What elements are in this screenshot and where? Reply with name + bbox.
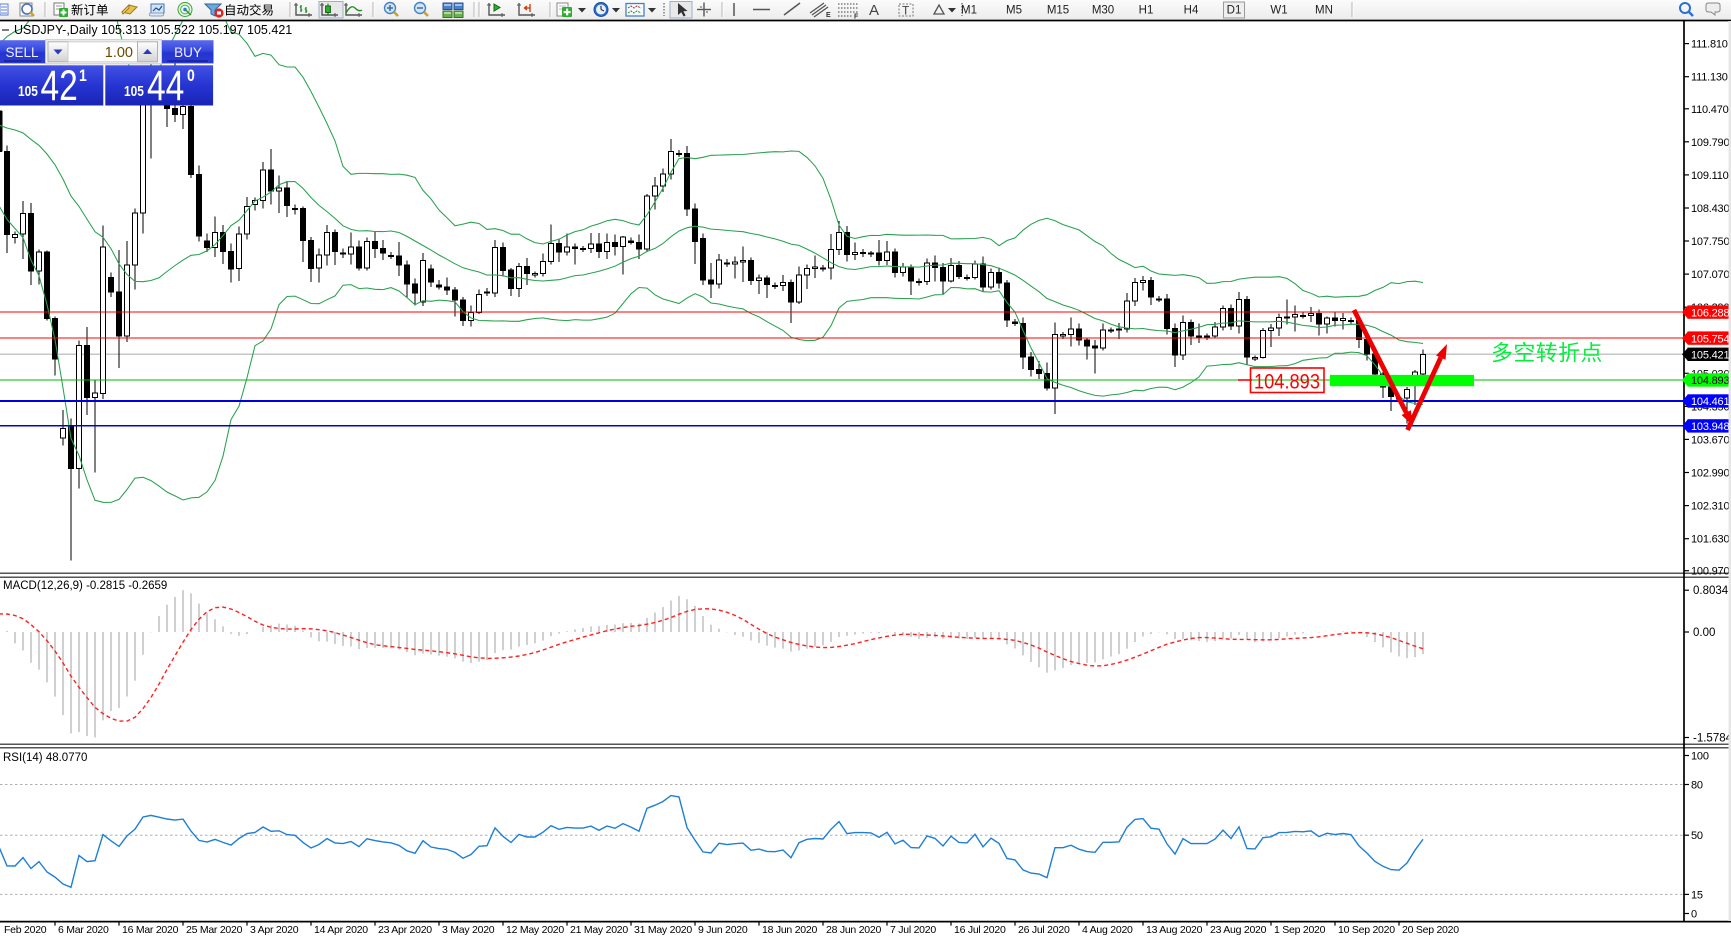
svg-text:104.893: 104.893	[1254, 371, 1320, 394]
svg-text:1.00: 1.00	[105, 45, 133, 61]
svg-text:13 Aug 2020: 13 Aug 2020	[1146, 924, 1203, 936]
svg-text:105: 105	[124, 83, 144, 99]
svg-text:20 Sep 2020: 20 Sep 2020	[1402, 924, 1459, 936]
svg-text:12 May 2020: 12 May 2020	[506, 924, 564, 936]
svg-text:103.948: 103.948	[1691, 421, 1729, 433]
svg-text:4 Aug 2020: 4 Aug 2020	[1082, 924, 1133, 936]
svg-text:SELL: SELL	[5, 45, 39, 60]
svg-text:111.810: 111.810	[1691, 39, 1728, 51]
svg-text:100.970: 100.970	[1691, 566, 1729, 578]
svg-text:110.470: 110.470	[1691, 104, 1729, 116]
svg-text:RSI(14) 48.0770: RSI(14) 48.0770	[3, 752, 87, 764]
svg-text:MACD(12,26,9) -0.2815 -0.2659: MACD(12,26,9) -0.2815 -0.2659	[3, 580, 167, 592]
svg-text:104.893: 104.893	[1691, 375, 1729, 387]
svg-text:1 Sep 2020: 1 Sep 2020	[1274, 924, 1326, 936]
svg-text:28 Jun 2020: 28 Jun 2020	[826, 924, 881, 936]
svg-text:105: 105	[18, 83, 38, 99]
svg-text:15: 15	[1691, 889, 1703, 901]
svg-text:9 Jun 2020: 9 Jun 2020	[698, 924, 748, 936]
svg-text:107.750: 107.750	[1691, 236, 1729, 248]
svg-text:50: 50	[1691, 830, 1703, 842]
svg-text:M15: M15	[1047, 5, 1069, 17]
svg-text:-1.5784: -1.5784	[1693, 733, 1731, 745]
svg-text:M1: M1	[961, 5, 977, 17]
svg-text:102.990: 102.990	[1691, 468, 1729, 480]
svg-text:111.130: 111.130	[1691, 72, 1728, 84]
svg-text:MN: MN	[1315, 5, 1333, 17]
svg-text:D1: D1	[1227, 5, 1242, 17]
svg-text:101.630: 101.630	[1691, 534, 1729, 546]
svg-text:105.754: 105.754	[1691, 333, 1729, 345]
svg-text:BUY: BUY	[174, 45, 202, 60]
svg-text:0: 0	[1691, 909, 1697, 921]
svg-text:80: 80	[1691, 780, 1703, 792]
svg-text:44: 44	[147, 62, 184, 110]
svg-text:26 Jul 2020: 26 Jul 2020	[1018, 924, 1070, 936]
svg-text:0: 0	[187, 67, 195, 85]
svg-text:18 Jun 2020: 18 Jun 2020	[762, 924, 817, 936]
svg-text:104.461: 104.461	[1691, 396, 1729, 408]
svg-text:Feb 2020: Feb 2020	[4, 924, 47, 936]
svg-text:6 Mar 2020: 6 Mar 2020	[58, 924, 109, 936]
svg-text:M30: M30	[1092, 5, 1114, 17]
svg-text:103.670: 103.670	[1691, 434, 1729, 446]
svg-text:23 Apr 2020: 23 Apr 2020	[378, 924, 432, 936]
svg-text:106.288: 106.288	[1691, 307, 1729, 319]
svg-text:102.310: 102.310	[1691, 501, 1729, 513]
svg-text:7 Jul 2020: 7 Jul 2020	[890, 924, 936, 936]
svg-text:0.8034: 0.8034	[1693, 585, 1729, 597]
svg-text:23 Aug 2020: 23 Aug 2020	[1210, 924, 1267, 936]
svg-text:107.070: 107.070	[1691, 269, 1729, 281]
svg-text:108.430: 108.430	[1691, 203, 1729, 215]
svg-text:0.00: 0.00	[1693, 627, 1715, 639]
svg-text:W1: W1	[1270, 5, 1287, 17]
svg-text:1: 1	[79, 67, 87, 85]
svg-text:31 May 2020: 31 May 2020	[634, 924, 692, 936]
svg-text:105.421: 105.421	[1691, 350, 1729, 362]
svg-text:3 Apr 2020: 3 Apr 2020	[250, 924, 299, 936]
svg-text:E: E	[826, 12, 831, 19]
svg-text:T: T	[902, 4, 910, 18]
svg-text:A: A	[869, 2, 879, 19]
svg-text:109.110: 109.110	[1691, 170, 1729, 182]
svg-text:109.790: 109.790	[1691, 137, 1729, 149]
svg-text:10 Sep 2020: 10 Sep 2020	[1338, 924, 1395, 936]
svg-text:14 Apr 2020: 14 Apr 2020	[314, 924, 368, 936]
svg-text:H1: H1	[1139, 5, 1154, 17]
svg-text:42: 42	[41, 62, 78, 110]
svg-text:USDJPY-,Daily 105.313 105.522: USDJPY-,Daily 105.313 105.522 105.197 10…	[14, 23, 292, 37]
svg-text:100: 100	[1691, 751, 1709, 763]
svg-text:M5: M5	[1006, 5, 1022, 17]
svg-text:16 Mar 2020: 16 Mar 2020	[122, 924, 179, 936]
svg-text:F: F	[854, 14, 859, 20]
svg-text:3 May 2020: 3 May 2020	[442, 924, 495, 936]
svg-text:21 May 2020: 21 May 2020	[570, 924, 628, 936]
svg-text:25 Mar 2020: 25 Mar 2020	[186, 924, 243, 936]
svg-text:H4: H4	[1184, 5, 1199, 17]
svg-text:16 Jul 2020: 16 Jul 2020	[954, 924, 1006, 936]
